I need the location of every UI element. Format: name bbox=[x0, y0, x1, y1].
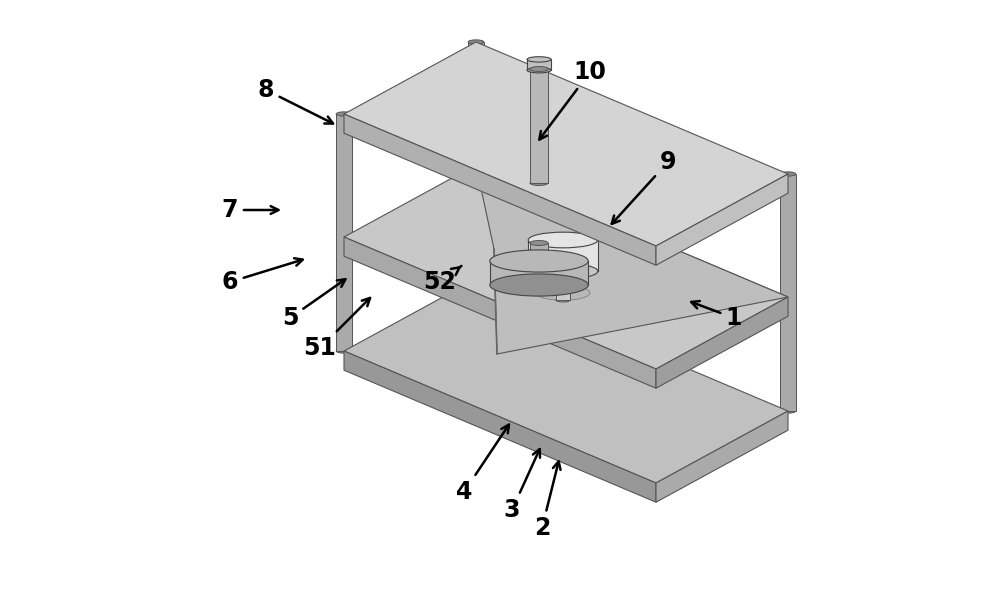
Ellipse shape bbox=[490, 250, 588, 272]
Ellipse shape bbox=[530, 67, 548, 71]
Polygon shape bbox=[656, 174, 788, 265]
Ellipse shape bbox=[336, 349, 352, 353]
Polygon shape bbox=[344, 165, 788, 369]
Text: 1: 1 bbox=[691, 301, 742, 330]
Text: 7: 7 bbox=[222, 198, 278, 222]
Ellipse shape bbox=[556, 269, 570, 273]
Polygon shape bbox=[344, 351, 656, 502]
Polygon shape bbox=[476, 165, 788, 354]
Ellipse shape bbox=[336, 112, 352, 116]
Text: 4: 4 bbox=[456, 425, 509, 504]
Ellipse shape bbox=[536, 286, 590, 300]
Text: 10: 10 bbox=[539, 60, 606, 140]
Text: 2: 2 bbox=[534, 461, 561, 540]
Ellipse shape bbox=[780, 172, 796, 176]
Ellipse shape bbox=[648, 244, 664, 248]
Polygon shape bbox=[344, 279, 788, 483]
Ellipse shape bbox=[527, 67, 551, 73]
Ellipse shape bbox=[780, 409, 796, 413]
Text: 6: 6 bbox=[222, 258, 303, 294]
Polygon shape bbox=[344, 42, 788, 246]
Ellipse shape bbox=[648, 481, 664, 485]
Polygon shape bbox=[344, 237, 656, 388]
Ellipse shape bbox=[530, 259, 548, 263]
Bar bbox=[648, 246, 664, 483]
Text: 3: 3 bbox=[504, 449, 540, 522]
Bar bbox=[528, 240, 598, 271]
Bar bbox=[336, 114, 352, 351]
Polygon shape bbox=[656, 297, 788, 388]
Text: 52: 52 bbox=[424, 266, 461, 294]
Ellipse shape bbox=[530, 241, 548, 245]
Bar bbox=[556, 271, 570, 300]
Bar bbox=[530, 243, 548, 261]
Ellipse shape bbox=[490, 274, 588, 296]
Ellipse shape bbox=[468, 277, 484, 281]
Ellipse shape bbox=[468, 40, 484, 44]
Bar bbox=[527, 59, 551, 70]
Text: 8: 8 bbox=[258, 78, 333, 124]
Polygon shape bbox=[344, 114, 656, 265]
Ellipse shape bbox=[528, 232, 598, 248]
Bar bbox=[530, 69, 548, 183]
Bar bbox=[468, 42, 484, 279]
Ellipse shape bbox=[527, 56, 551, 62]
Bar bbox=[780, 174, 796, 411]
Ellipse shape bbox=[530, 181, 548, 185]
Ellipse shape bbox=[528, 263, 598, 279]
Text: 51: 51 bbox=[304, 298, 370, 360]
Bar bbox=[490, 261, 588, 285]
Ellipse shape bbox=[556, 298, 570, 302]
Text: 5: 5 bbox=[282, 279, 345, 330]
Text: 9: 9 bbox=[612, 150, 676, 224]
Polygon shape bbox=[656, 411, 788, 502]
